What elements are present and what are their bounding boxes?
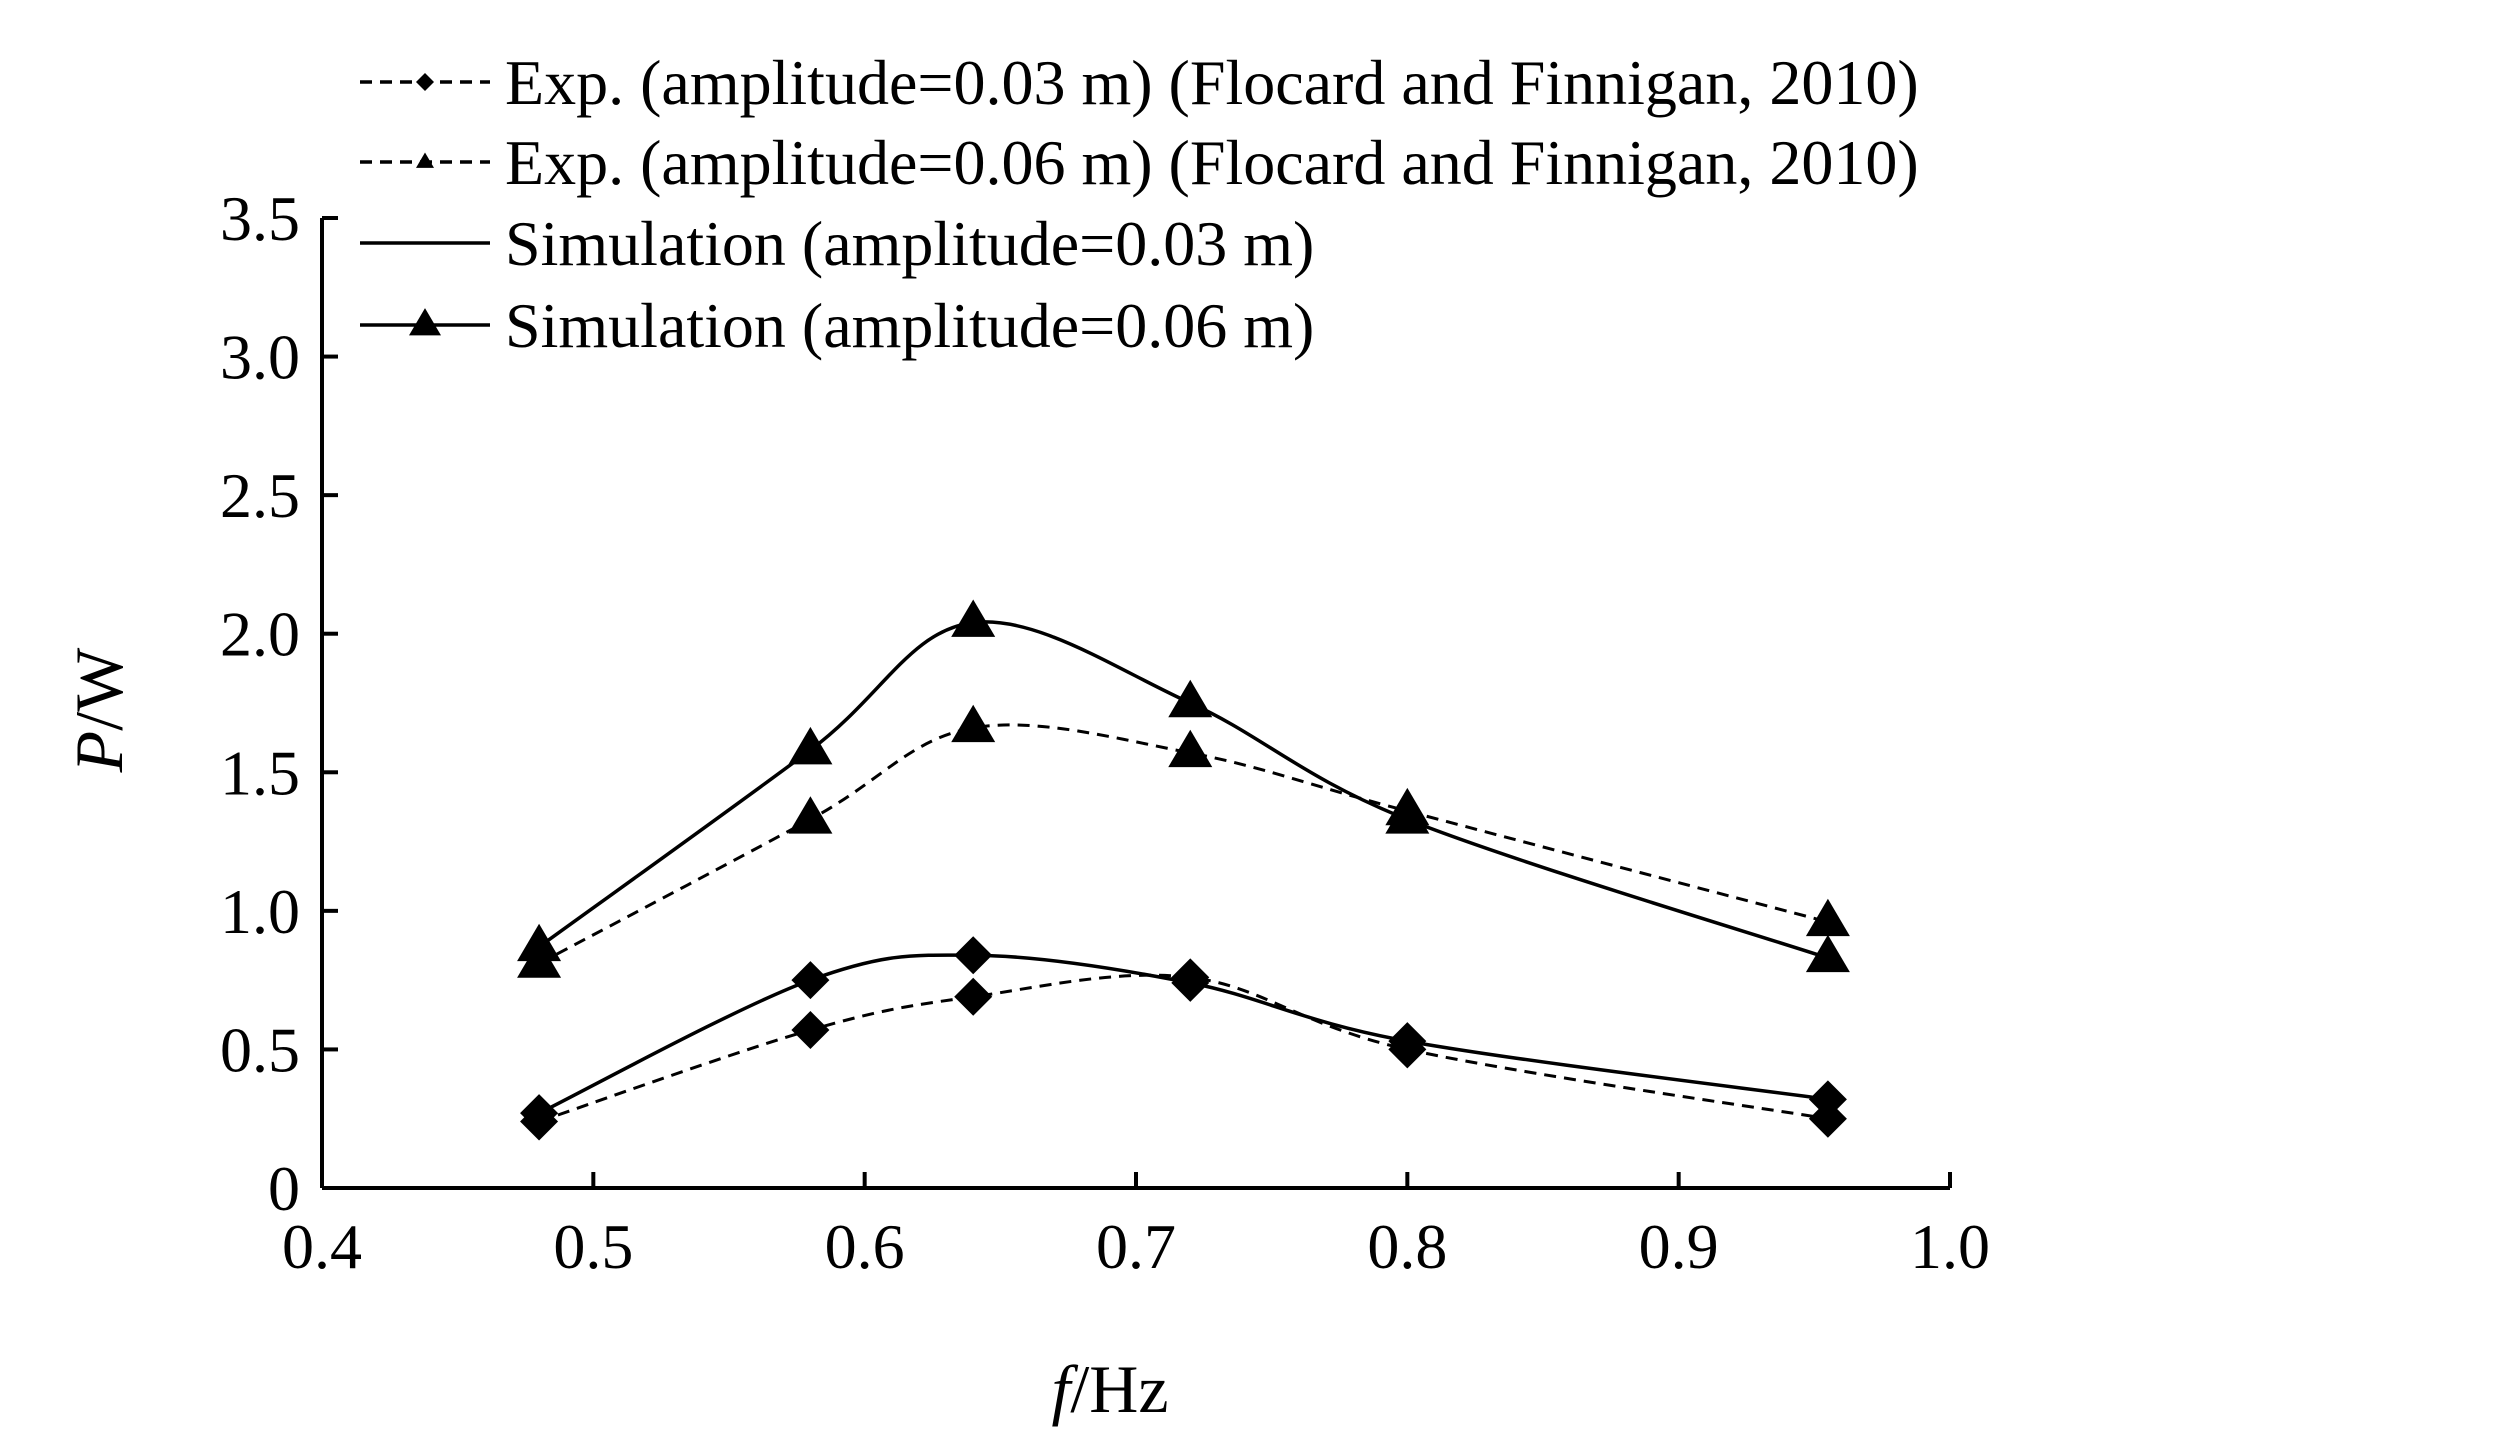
x-tick-label: 0.5 <box>553 1211 633 1282</box>
data-point <box>1805 934 1850 973</box>
y-tick-label: 1.5 <box>220 737 300 808</box>
legend-item-4: Simulation (amplitude=0.06 m) <box>360 290 1314 361</box>
legend-label: Simulation (amplitude=0.03 m) <box>505 208 1314 279</box>
data-point <box>1388 1022 1427 1061</box>
data-point <box>791 1011 830 1050</box>
data-point <box>788 726 833 765</box>
data-point <box>954 977 993 1016</box>
x-axis-label-unit: /Hz <box>1070 1351 1168 1427</box>
x-tick-label: 0.4 <box>282 1211 362 1282</box>
series-3-line <box>538 953 1829 1115</box>
data-point <box>517 923 562 962</box>
legend-label: Exp. (amplitude=0.03 m) (Flocard and Fin… <box>505 47 1919 118</box>
data-point <box>1808 1099 1847 1138</box>
x-tick-label: 0.9 <box>1639 1211 1719 1282</box>
legend-marker-icon <box>409 308 441 336</box>
x-axis-label: f/Hz <box>1051 1351 1168 1427</box>
legend-marker-icon <box>416 73 434 91</box>
data-point <box>1805 898 1850 937</box>
data-point <box>520 1094 559 1133</box>
data-point <box>1171 963 1210 1002</box>
y-tick-label: 0 <box>268 1153 300 1224</box>
data-point <box>954 936 993 975</box>
legend-marker-icon <box>416 152 434 168</box>
data-point <box>1385 796 1430 834</box>
legend-item-3: Simulation (amplitude=0.03 m) <box>360 208 1314 279</box>
axes: 0 0.5 1.0 1.5 2.0 2.5 3.0 3.5 0.4 0.5 0.6 0.7 0.8 0.9… <box>220 183 1990 1282</box>
series-1-line <box>538 973 1829 1123</box>
y-tick-label: 2.5 <box>220 460 300 531</box>
y-axis-label-italic: P <box>61 731 137 774</box>
x-tick-label: 0.7 <box>1096 1211 1176 1282</box>
legend-label: Simulation (amplitude=0.06 m) <box>505 290 1314 361</box>
series-4-line <box>538 620 1829 960</box>
y-tick-label: 3.5 <box>220 183 300 254</box>
legend: Exp. (amplitude=0.03 m) (Flocard and Fin… <box>360 47 1919 361</box>
series-3 <box>520 936 1847 1133</box>
y-tick-label: 2.0 <box>220 599 300 670</box>
legend-item-1: Exp. (amplitude=0.03 m) (Flocard and Fin… <box>360 47 1919 118</box>
data-point <box>951 599 996 637</box>
series-2-line <box>538 723 1829 965</box>
data-point <box>1168 729 1213 768</box>
y-tick-label: 1.0 <box>220 876 300 947</box>
data-point <box>951 704 996 743</box>
y-tick-label: 3.0 <box>220 322 300 393</box>
data-point <box>791 961 830 1000</box>
legend-item-2: Exp. (amplitude=0.06 m) (Flocard and Fin… <box>360 127 1919 198</box>
x-tick-label: 0.8 <box>1367 1211 1447 1282</box>
series-4 <box>517 599 1850 973</box>
series-layer <box>517 599 1850 1141</box>
x-tick-label: 1.0 <box>1910 1211 1990 1282</box>
data-point <box>788 796 833 834</box>
data-point <box>1168 679 1213 718</box>
x-tick-label: 0.6 <box>825 1211 905 1282</box>
legend-label: Exp. (amplitude=0.06 m) (Flocard and Fin… <box>505 127 1919 198</box>
y-tick-label: 0.5 <box>220 1014 300 1085</box>
data-point <box>1808 1080 1847 1119</box>
y-axis-label-unit: /W <box>61 647 137 731</box>
series-2 <box>517 704 1850 978</box>
y-axis-label: P/W <box>61 647 137 773</box>
